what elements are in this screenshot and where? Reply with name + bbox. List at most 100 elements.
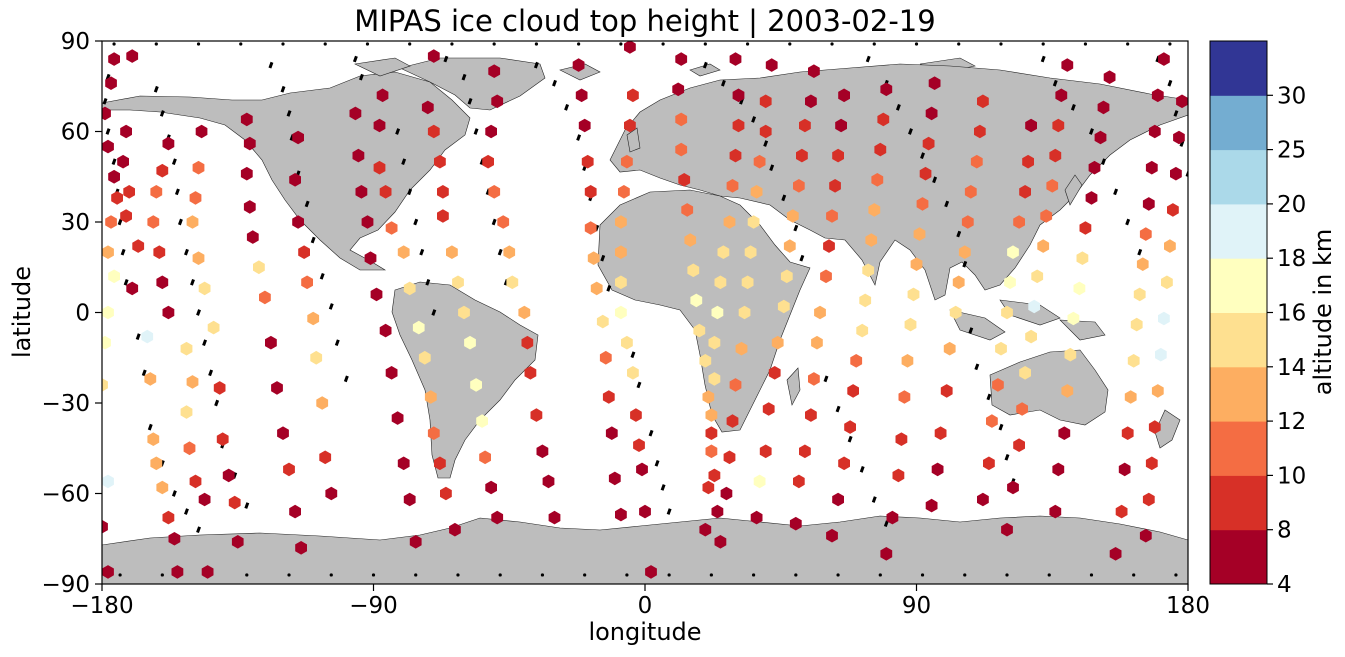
polar-track-dot	[287, 573, 291, 577]
cloud-top-marker	[811, 335, 823, 350]
orbit-track-mark	[328, 303, 334, 310]
cloud-top-marker	[835, 118, 847, 133]
orbit-track-mark	[147, 423, 153, 431]
cloud-top-marker	[265, 335, 277, 350]
land-south-america	[391, 281, 539, 479]
colorbar-segment	[1210, 203, 1267, 259]
cloud-top-marker	[826, 528, 838, 543]
cloud-top-marker	[1052, 118, 1065, 133]
orbit-track-mark	[467, 98, 473, 105]
cloud-top-marker	[418, 350, 431, 365]
orbit-track-mark	[883, 520, 889, 527]
cloud-top-marker	[180, 405, 193, 419]
cloud-top-marker	[753, 474, 766, 489]
cloud-top-marker	[832, 492, 844, 507]
orbit-track-mark	[286, 110, 292, 117]
cloud-top-marker	[615, 245, 627, 259]
cloud-top-marker	[1001, 522, 1013, 537]
cloud-top-marker	[708, 335, 721, 350]
colorbar-tick-label: 14	[1277, 355, 1306, 381]
cloud-top-marker	[964, 185, 977, 199]
cloud-top-marker	[1164, 239, 1176, 253]
cloud-top-marker	[940, 384, 953, 398]
cloud-top-marker	[470, 378, 482, 392]
cloud-top-marker	[521, 335, 534, 350]
cloud-top-marker	[977, 492, 989, 507]
cloud-top-marker	[1013, 215, 1025, 229]
orbit-track-mark	[600, 254, 606, 262]
orbit-track-mark	[102, 98, 108, 105]
cloud-top-marker	[590, 281, 603, 296]
polar-track-dot	[281, 42, 285, 46]
y-tick-label: −90	[41, 572, 90, 598]
cloud-top-marker	[1028, 299, 1040, 314]
cloud-top-marker	[1155, 347, 1167, 362]
cloud-top-marker	[808, 64, 820, 78]
cloud-top-marker	[102, 519, 108, 534]
colorbar-tick-label: 25	[1277, 138, 1306, 164]
cloud-top-marker	[844, 420, 856, 434]
cloud-top-marker	[1055, 88, 1068, 103]
cloud-top-marker	[325, 486, 338, 501]
cloud-top-marker	[874, 142, 887, 157]
cloud-top-marker	[916, 197, 929, 211]
cloud-top-marker	[645, 565, 657, 579]
cloud-top-marker	[699, 522, 712, 537]
cloud-top-marker	[391, 411, 404, 425]
orbit-track-mark	[859, 466, 865, 473]
cloud-top-marker	[850, 354, 863, 368]
colorbar-tick-label: 10	[1277, 463, 1306, 489]
orbit-track-mark	[944, 200, 950, 208]
cloud-top-marker	[102, 245, 114, 259]
cloud-top-marker	[373, 160, 386, 175]
cloud-top-marker	[412, 320, 425, 335]
orbit-track-mark	[105, 128, 111, 135]
land-uk	[626, 127, 641, 153]
cloud-top-marker	[156, 163, 169, 178]
cloud-top-marker	[983, 456, 995, 471]
y-axis: −90 −60 −30 0 30 60 90	[41, 29, 102, 598]
polar-track-dot	[830, 42, 834, 46]
cloud-top-marker	[105, 215, 117, 229]
cloud-top-marker	[602, 390, 615, 404]
orbit-track-mark	[932, 176, 938, 184]
orbit-track-mark	[174, 188, 180, 196]
orbit-track-mark	[606, 285, 612, 292]
cloud-top-marker	[596, 314, 609, 329]
land-eurasia	[609, 63, 1188, 301]
orbit-track-mark	[1167, 79, 1173, 87]
cloud-top-marker	[1109, 547, 1122, 561]
cloud-top-marker	[1061, 58, 1074, 72]
cloud-top-marker	[141, 329, 154, 344]
cloud-top-marker	[518, 305, 531, 320]
cloud-top-marker	[913, 227, 926, 241]
cloud-top-marker	[892, 468, 905, 483]
cloud-top-marker	[1151, 88, 1164, 103]
cloud-top-marker	[111, 191, 123, 205]
colorbar-segment	[1210, 475, 1267, 531]
cloud-top-marker	[283, 462, 295, 477]
colorbar-label: altitude in km	[1309, 228, 1337, 396]
polar-track-dot	[118, 573, 122, 577]
cloud-top-marker	[298, 245, 310, 259]
cloud-top-marker	[186, 215, 199, 229]
cloud-top-marker	[458, 305, 470, 320]
colorbar-segment	[1210, 312, 1267, 368]
cloud-top-marker	[452, 275, 464, 290]
cloud-top-marker	[949, 305, 962, 320]
cloud-top-marker	[464, 335, 476, 350]
cloud-top-marker	[171, 565, 184, 579]
cloud-top-marker	[608, 471, 621, 486]
cloud-top-marker	[243, 200, 256, 214]
cloud-top-marker	[213, 381, 226, 395]
cloud-top-marker	[880, 547, 893, 561]
cloud-top-marker	[786, 209, 799, 223]
polar-track-dot	[703, 42, 707, 46]
cloud-top-marker	[1061, 384, 1074, 398]
cloud-top-marker	[156, 480, 169, 495]
orbit-track-mark	[908, 128, 913, 135]
cloud-top-marker	[1130, 317, 1143, 332]
cloud-top-marker	[615, 305, 627, 320]
cloud-top-marker	[427, 426, 440, 440]
cloud-top-marker	[765, 58, 778, 72]
